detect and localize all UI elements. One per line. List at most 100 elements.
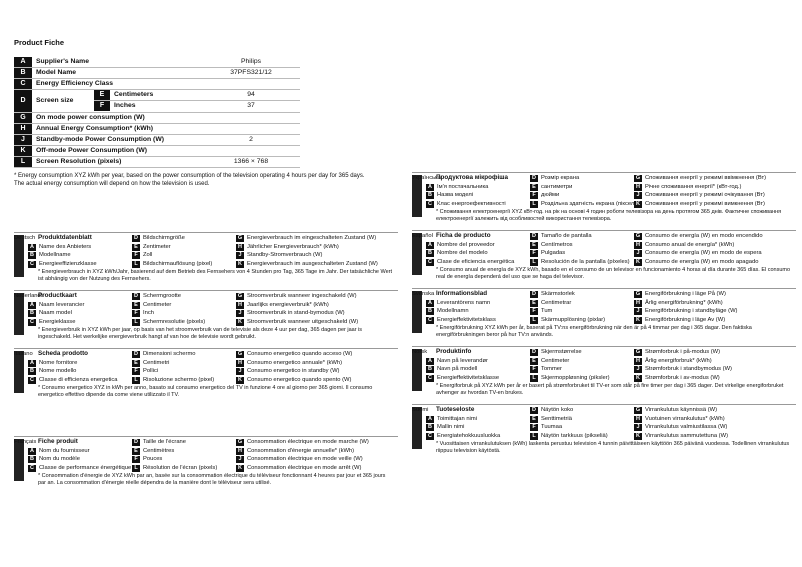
item-label: Energieklasse: [39, 318, 76, 325]
item-label: Споживання енергії у режимі ввімкнення (…: [645, 175, 767, 181]
item-label: Vuotuinen virrankulutus* (kWh): [645, 415, 725, 422]
item-label: Clase de eficiencia energética: [437, 258, 515, 265]
item-key: C: [28, 464, 36, 472]
item-label: Modellname: [39, 252, 71, 258]
row-label: Screen size: [36, 97, 74, 104]
language-strip: Français: [14, 439, 36, 481]
item-key: B: [426, 192, 434, 199]
item-label: Schermresolutie (pixels): [143, 318, 206, 325]
item-label: Zentimeter: [143, 243, 171, 250]
sub-key: E: [94, 90, 110, 100]
item-label: Stroomverbruik wanneer uitgeschakeld (W): [247, 318, 359, 325]
item-label: Risoluzione schermo (pixel): [143, 376, 215, 383]
item-label: Consumo anual de energía* (kWh): [645, 241, 735, 248]
item-label: Näytön koko: [541, 407, 574, 413]
row-key: D: [14, 90, 32, 112]
language-block: Español Ficha de producto A Nombre del prov…: [412, 230, 796, 287]
item-key: J: [634, 192, 642, 199]
item-label: Consommation électrique en mode veille (…: [247, 456, 363, 462]
item-key: H: [236, 447, 244, 455]
block-note: * Vuosittaisen virrankulutuksen (kWh) la…: [436, 441, 790, 454]
block-title: Produktdatenblatt: [38, 234, 92, 241]
item-key: G: [634, 407, 642, 414]
language-name: Norsk: [412, 349, 428, 355]
item-key: E: [530, 357, 538, 365]
row-label: Screen Resolution (pixels): [36, 158, 122, 165]
item-key: L: [132, 318, 140, 326]
row-label: Supplier's Name: [36, 58, 89, 65]
item-key: C: [28, 260, 36, 268]
language-name: Deutsch: [14, 235, 36, 241]
block-note: * Energieverbrauch in XYZ kWh/Jahr, basi…: [38, 269, 393, 282]
block-title: Informationsblad: [436, 290, 488, 297]
fiche-row: D Screen size E Centimeters 94 F Inches 37: [14, 90, 300, 113]
sub-value: 37: [247, 102, 255, 109]
item-key: K: [236, 260, 244, 268]
fiche-row: L Screen Resolution (pixels) 1366 × 768: [14, 157, 300, 168]
item-label: Centimetri: [143, 359, 170, 366]
item-label: Consommation électrique en mode arrêt (W…: [247, 464, 362, 471]
language-block: Français Fiche produit A Nom du fournisseur…: [14, 436, 398, 493]
item-label: Bildschirmgröße: [143, 235, 185, 241]
item-key: A: [28, 243, 36, 251]
block-note: * Consommation d'énergie de XYZ kWh par …: [38, 473, 386, 486]
item-label: Energiförbrukning i standbyläge (W): [645, 308, 738, 314]
item-label: Taille de l'écrane: [143, 439, 186, 445]
item-label: Розмір екрана: [541, 175, 580, 181]
item-label: Consumo de energía (W) en modo encendido: [645, 233, 763, 239]
item-label: Річне споживання енергії* (кВт-год.): [645, 183, 742, 190]
row-key: L: [14, 157, 32, 167]
item-key: H: [634, 241, 642, 249]
sub-label: Inches: [114, 102, 136, 109]
item-label: Strømforbruk i av-modus (W): [645, 374, 720, 381]
item-key: D: [530, 407, 538, 414]
language-strip: Español: [412, 233, 433, 275]
language-strip: Українська: [412, 175, 441, 217]
item-key: G: [236, 293, 244, 300]
item-label: Näytön tarkkuus (pikseliä): [541, 432, 608, 439]
item-key: K: [634, 258, 642, 266]
block-title: Produktinfo: [436, 348, 472, 355]
page-title: Product Fiche: [14, 38, 65, 47]
item-key: C: [426, 200, 434, 208]
language-strip: Nederlands: [14, 293, 44, 335]
row-key: B: [14, 68, 32, 78]
language-strip: Suomi: [412, 407, 428, 449]
item-label: Energieffektivitetsklass: [437, 316, 496, 323]
item-label: Årlig energiforbruk* (kWh): [645, 357, 712, 364]
item-label: Centimetrar: [541, 299, 572, 306]
fiche-row: B Model Name 37PFS321/12: [14, 68, 300, 79]
fiche-note: * Energy consumption XYZ kWh per year, b…: [14, 173, 365, 187]
item-key: J: [634, 366, 642, 373]
item-label: Classe di efficienza energetica: [39, 376, 118, 383]
item-label: Energieverbrauch im eingeschalteten Zust…: [247, 235, 377, 241]
item-key: J: [236, 310, 244, 317]
block-title: Ficha de producto: [436, 232, 491, 239]
item-key: A: [426, 241, 434, 249]
item-label: Tommer: [541, 366, 562, 372]
item-key: E: [132, 301, 140, 309]
item-key: G: [236, 235, 244, 242]
item-key: J: [236, 456, 244, 463]
item-key: J: [236, 368, 244, 375]
row-label: On mode power consumption (W): [36, 114, 145, 121]
item-key: F: [530, 192, 538, 199]
language-name: Nederlands: [14, 293, 44, 299]
item-key: D: [132, 235, 140, 242]
row-key: A: [14, 57, 32, 67]
item-key: L: [132, 260, 140, 268]
item-key: G: [634, 349, 642, 356]
item-label: Classe de performance énergétique: [39, 464, 132, 471]
row-label: Standby-mode Power Consumption (W): [36, 136, 165, 143]
row-label: Model Name: [36, 69, 77, 76]
item-key: L: [530, 374, 538, 382]
item-label: дюйми: [541, 192, 560, 198]
item-key: J: [236, 252, 244, 259]
item-key: D: [132, 439, 140, 446]
item-label: Energiförbrukning i läge Av (W): [645, 316, 726, 323]
language-block: Suomi Tuoteseloste A Toimittajan nimi B Malli…: [412, 404, 796, 461]
block-note: * Energieverbruik in XYZ kWh per jaar, o…: [38, 327, 363, 340]
item-key: L: [530, 316, 538, 324]
item-label: Résolution de l'écran (pixels): [143, 464, 218, 471]
